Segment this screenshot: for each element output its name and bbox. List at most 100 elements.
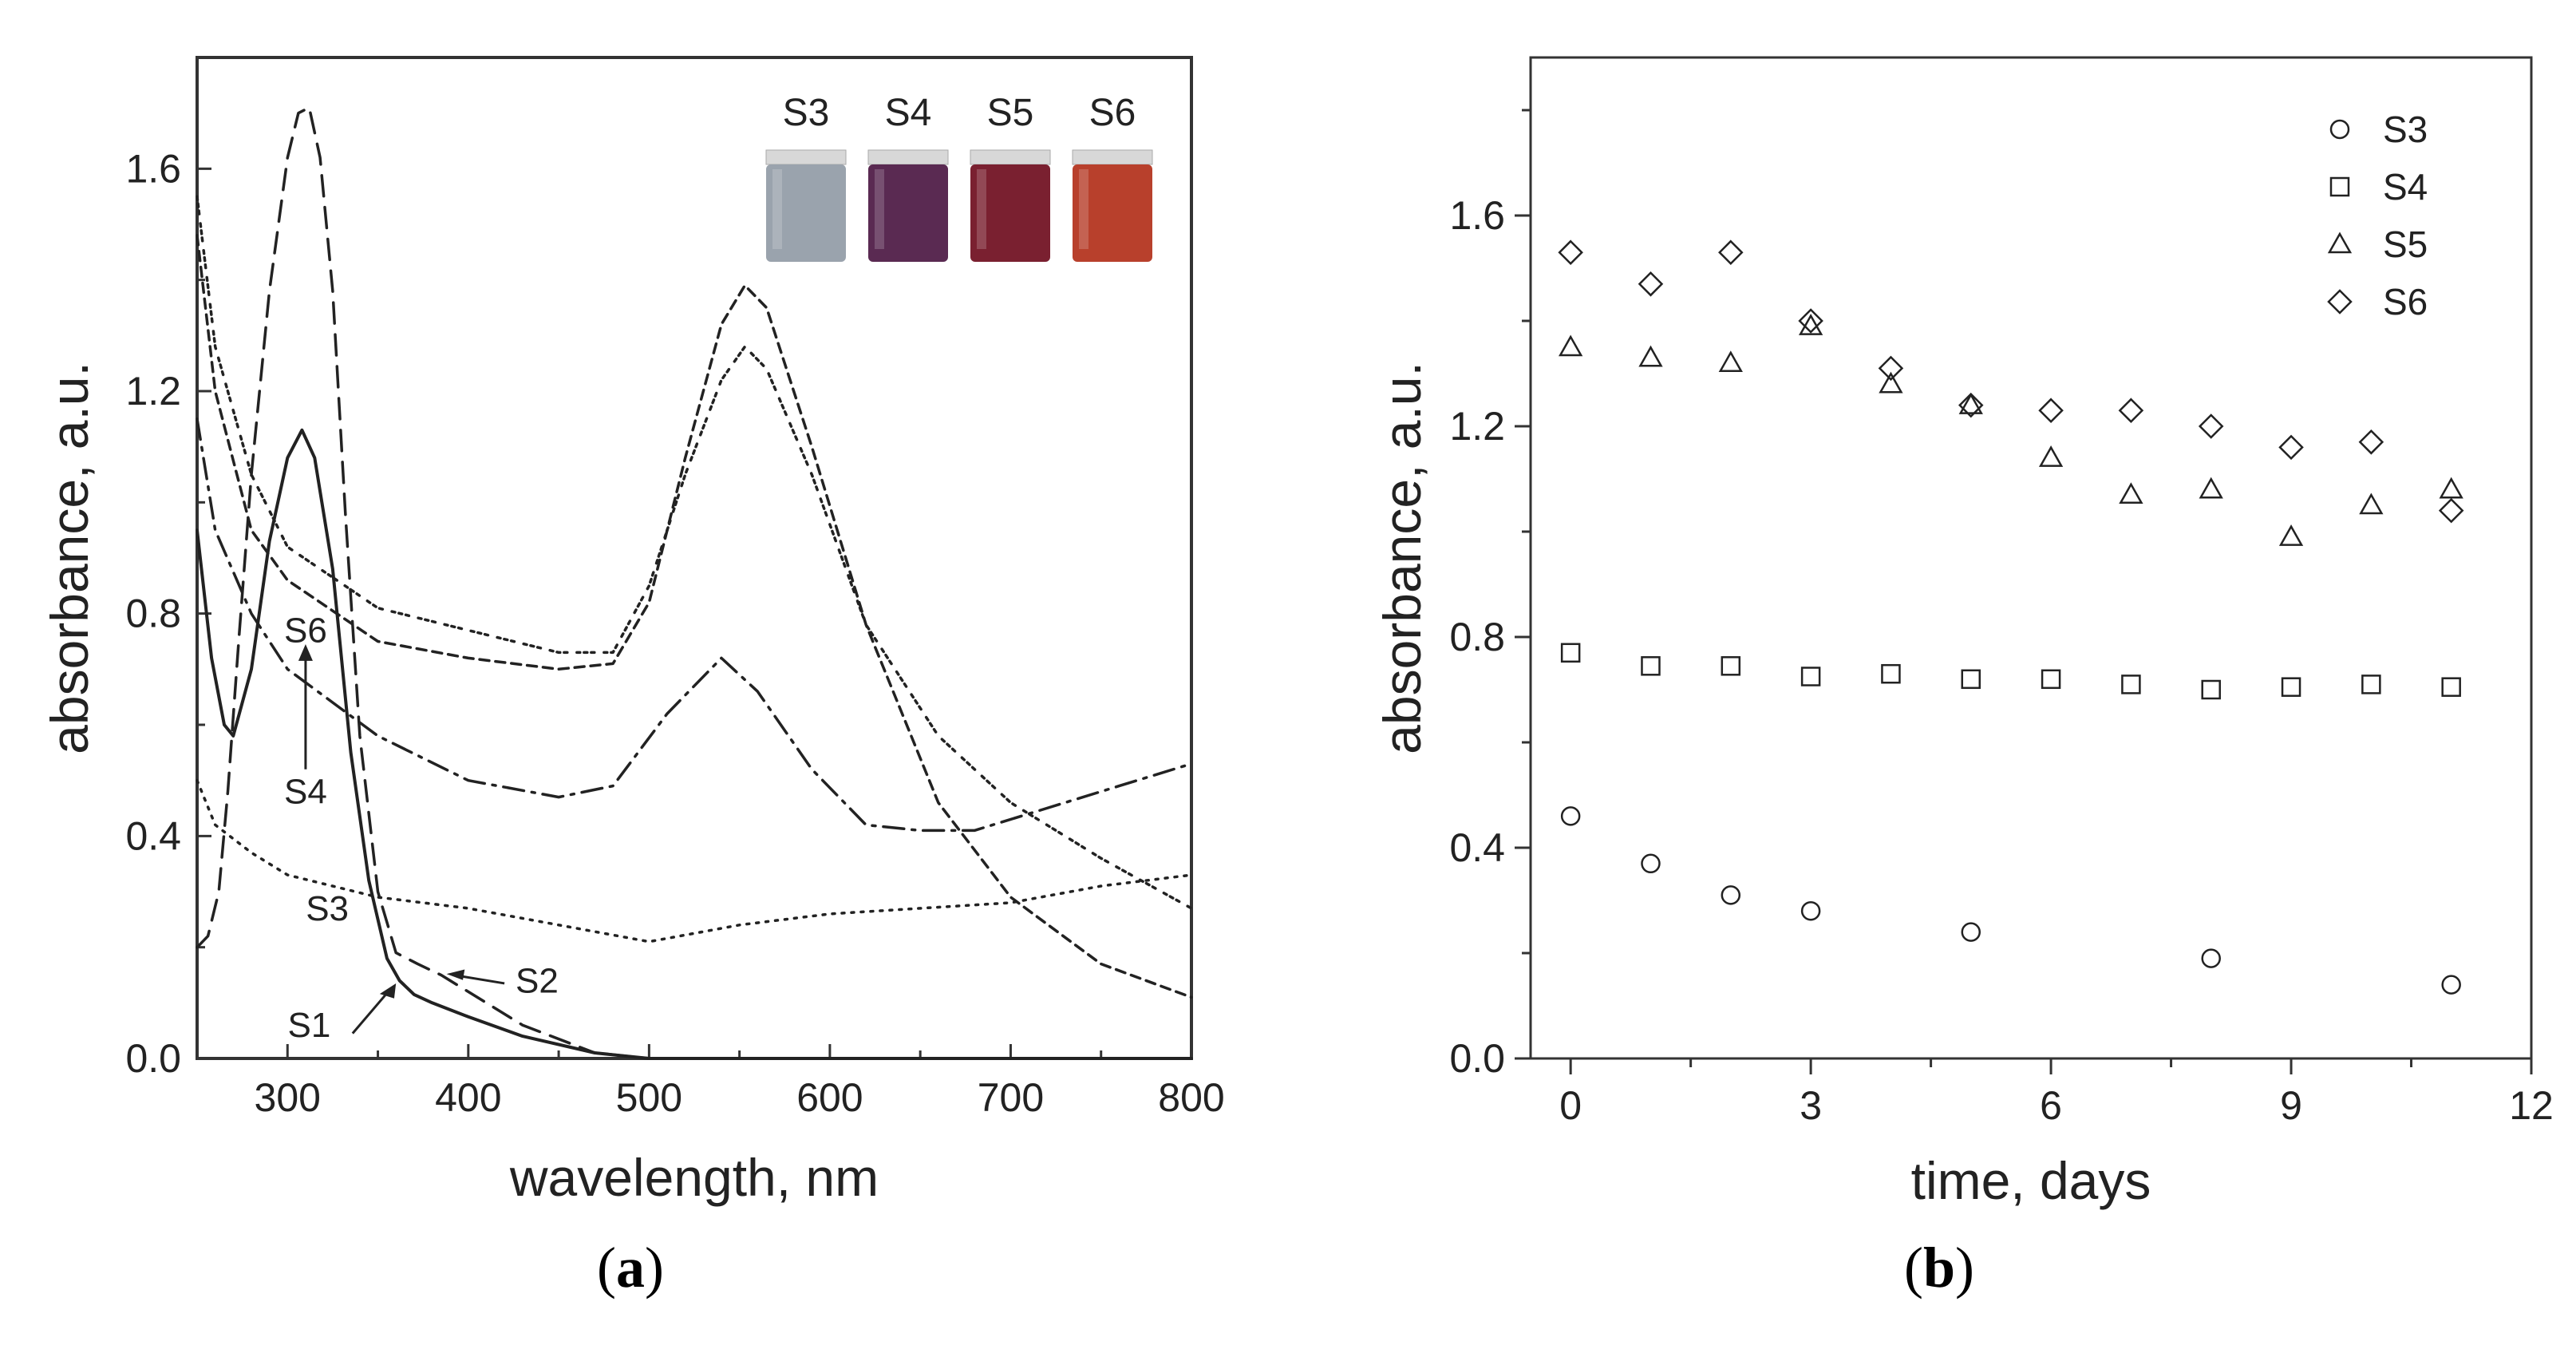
point-s3	[1961, 922, 1981, 942]
plot-frame-b	[1529, 56, 2533, 1060]
y-tick-label-b: 0.8	[1449, 615, 1505, 659]
point-s5	[2119, 482, 2143, 504]
x-tick-label-b: 0	[1559, 1083, 1582, 1128]
point-s5	[1638, 345, 1663, 367]
point-s6	[1638, 271, 1664, 297]
legend-label-s4: S4	[2383, 166, 2428, 208]
vial-label-s3: S3	[783, 92, 830, 134]
point-s5	[1718, 350, 1743, 373]
y-tick-label-a: 1.2	[125, 369, 181, 413]
point-s6	[1878, 355, 1904, 382]
vial-highlight	[772, 169, 782, 249]
series-line-s3	[196, 778, 1193, 944]
point-s5	[2038, 445, 2064, 467]
vial-s4	[868, 164, 948, 262]
point-s6	[1798, 308, 1823, 334]
point-s4	[1961, 669, 1981, 690]
y-axis-title-a: absorbance, a.u.	[40, 362, 99, 754]
point-s4	[2121, 675, 2141, 694]
point-s6	[1558, 239, 1583, 265]
y-tick-label-a: 0.8	[125, 591, 181, 636]
point-s6	[2358, 429, 2384, 455]
y-tick-label-b: 1.6	[1449, 193, 1505, 238]
x-tick-label-a: 800	[1158, 1075, 1224, 1120]
point-s4	[2441, 677, 2461, 697]
series-line-s4	[196, 417, 1193, 833]
vial-label-s5: S5	[987, 92, 1034, 134]
annotation-s6: S6	[284, 611, 327, 651]
chart-a: 300 400 500 600 700 800 0.0 0.4 0.8 1.2 1.6 wavelen…	[40, 56, 1225, 1207]
annotation-s1: S1	[288, 1006, 331, 1045]
point-s4	[2041, 669, 2061, 690]
y-tick-label-b: 0.4	[1449, 825, 1505, 870]
y-tick-label-a: 0.0	[125, 1036, 181, 1081]
series-line-s1	[196, 428, 1193, 1060]
vial-s5	[970, 164, 1050, 262]
point-s3	[1800, 900, 1821, 921]
arrow-s1-line	[351, 987, 392, 1035]
x-axis-title-a: wavelength, nm	[509, 1148, 879, 1207]
x-tick-label-a: 600	[796, 1075, 863, 1120]
x-tick-label-b: 12	[2509, 1083, 2554, 1128]
point-s3	[2441, 975, 2461, 995]
x-tick-label-b: 9	[2280, 1083, 2302, 1128]
point-s6	[1958, 392, 1984, 418]
point-s4	[2361, 675, 2381, 694]
series-line-s6	[196, 195, 1193, 910]
arrow-s4-s6-head	[298, 643, 313, 661]
legend-marker-s6	[2327, 289, 2353, 315]
point-s3	[1721, 885, 1741, 905]
point-s4	[1641, 656, 1661, 676]
point-s6	[2438, 497, 2464, 524]
series-line-s2	[196, 105, 1193, 1060]
arrow-s2-head	[446, 969, 465, 980]
point-s5	[1958, 393, 1983, 414]
legend-marker-s5	[2327, 231, 2353, 254]
point-s4	[1721, 656, 1741, 676]
y-tick-label-a: 1.6	[125, 146, 181, 191]
y-tick-label-b: 0.0	[1449, 1036, 1505, 1081]
point-s4	[1560, 643, 1581, 663]
vial-cap	[970, 149, 1051, 165]
vial-highlight	[875, 169, 884, 249]
point-s6	[2278, 434, 2304, 461]
point-s5	[1879, 371, 1903, 394]
x-tick-label-a: 700	[978, 1075, 1044, 1120]
point-s5	[1559, 334, 1583, 357]
x-axis-title-b: time, days	[1911, 1151, 2151, 1210]
point-s6	[2198, 413, 2224, 439]
legend-marker-s3	[2329, 119, 2350, 140]
legend-label-s6: S6	[2383, 281, 2428, 322]
vial-s6	[1073, 164, 1152, 262]
y-tick-label-b: 1.2	[1449, 404, 1505, 449]
point-s4	[1881, 663, 1901, 684]
vial-cap	[765, 149, 847, 165]
annotation-s2: S2	[516, 961, 559, 1000]
point-s5	[2199, 477, 2223, 499]
vial-highlight	[977, 169, 986, 249]
y-tick-label-a: 0.4	[125, 813, 181, 858]
vial-cap	[1072, 149, 1153, 165]
vial-highlight	[1079, 169, 1088, 249]
point-s5	[2278, 524, 2304, 546]
legend-marker-s4	[2329, 176, 2350, 197]
point-s3	[1641, 853, 1661, 874]
vial-cap	[867, 149, 949, 165]
x-tick-label-a: 500	[616, 1075, 682, 1120]
panel-label-a: (a)	[597, 1236, 664, 1300]
point-s5	[2359, 493, 2384, 515]
annotation-s4: S4	[284, 773, 327, 812]
chart-b: 0 3 6 9 12 0.0 0.4 0.8 1.2 1.6 time, days absorbanc…	[1373, 56, 2554, 1210]
vial-label-s6: S6	[1089, 92, 1136, 134]
legend-label-s3: S3	[2383, 109, 2428, 150]
annotation-s3: S3	[306, 889, 349, 928]
x-tick-label-a: 400	[435, 1075, 501, 1120]
point-s6	[2118, 398, 2144, 423]
point-s6	[2038, 398, 2064, 423]
y-axis-title-b: absorbance, a.u.	[1373, 362, 1432, 754]
panel-label-b: (b)	[1904, 1236, 1974, 1300]
point-s3	[2201, 948, 2221, 968]
legend-label-s5: S5	[2383, 224, 2428, 265]
point-s6	[1718, 239, 1744, 265]
